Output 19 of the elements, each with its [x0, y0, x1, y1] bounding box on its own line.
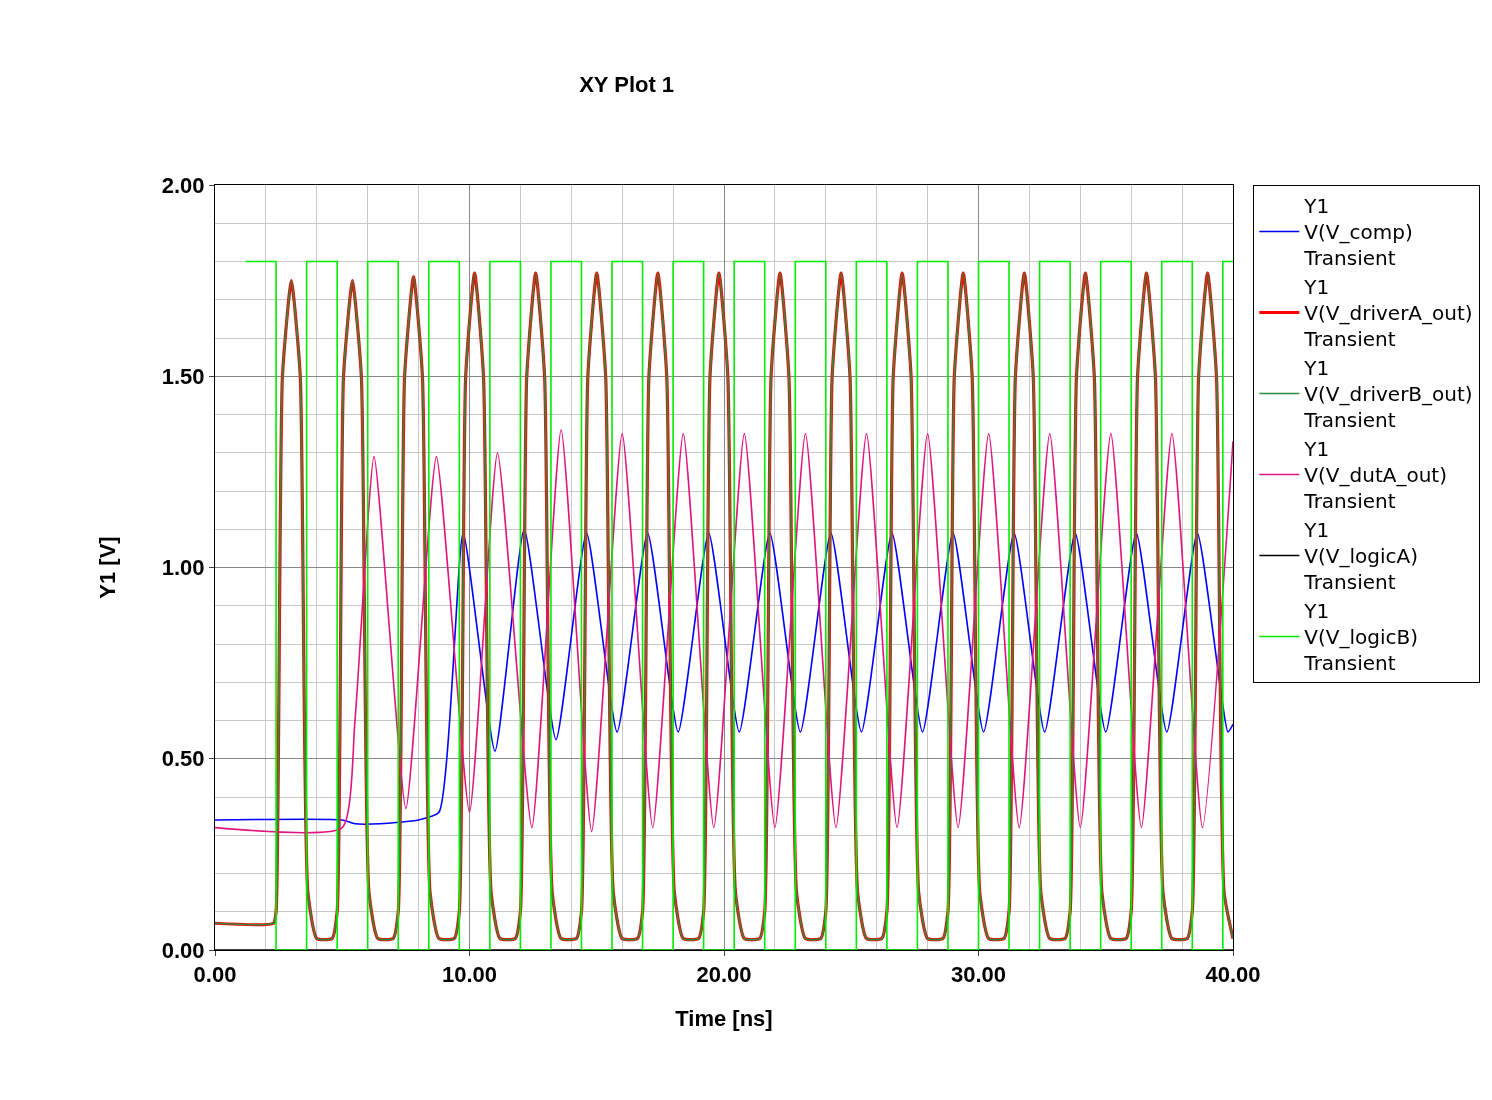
x-tick-label: 30.00 [950, 962, 1007, 988]
x-axis-title: Time [ns] [675, 1006, 773, 1031]
x-tick-label: 0.00 [193, 962, 237, 988]
chart-title: XY Plot 1 [579, 72, 675, 98]
legend-label: Y1 V(V_driverB_out) Transient [1303, 356, 1473, 433]
y-tick-label: 1.50 [161, 363, 205, 389]
legend-label: Y1 V(V_comp) Transient [1303, 194, 1413, 271]
legend-label: Y1 V(V_logicA) Transient [1303, 518, 1419, 595]
y-tick-label: 0.50 [161, 746, 205, 772]
y-tick-label: 1.00 [161, 555, 205, 581]
legend-label: Y1 V(V_driverA_out) Transient [1303, 275, 1473, 352]
y-tick-label: 2.00 [161, 172, 205, 198]
y-axis-title: Y1 [V] [94, 536, 120, 599]
x-tick-label: 40.00 [1205, 962, 1261, 988]
legend-label: Y1 V(V_dutA_out) Transient [1303, 437, 1447, 514]
y-tick-label: 0.00 [161, 937, 205, 963]
x-tick-label: 10.00 [441, 962, 498, 988]
legend-label: Y1 V(V_logicB) Transient [1303, 599, 1419, 676]
x-tick-label: 20.00 [696, 962, 752, 988]
